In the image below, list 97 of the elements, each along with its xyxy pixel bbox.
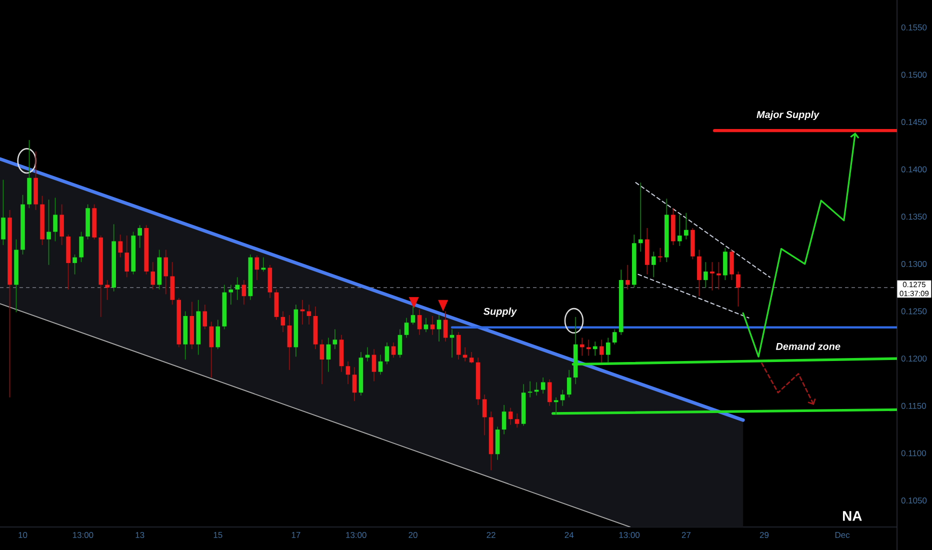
candlestick	[508, 407, 513, 426]
candlestick	[736, 271, 740, 307]
candlestick	[404, 317, 409, 338]
y-tick-label: 0.1100	[901, 450, 926, 456]
candlestick	[118, 234, 122, 258]
x-tick-label: 13:00	[346, 532, 366, 538]
candlestick	[547, 378, 552, 406]
x-tick-label: 13	[136, 532, 144, 538]
candlestick	[346, 360, 350, 385]
candlestick	[469, 352, 474, 364]
candlestick	[46, 199, 51, 266]
candlestick	[658, 247, 662, 263]
candlestick	[79, 231, 84, 263]
candlestick	[652, 251, 656, 278]
candlestick	[60, 204, 64, 246]
annotation: Demand zone	[776, 342, 840, 350]
candlestick	[716, 262, 721, 290]
y-tick-label: 0.1150	[901, 402, 926, 409]
candlestick	[684, 212, 688, 240]
candlestick	[150, 262, 155, 290]
candlestick	[599, 339, 604, 363]
candlestick	[592, 341, 598, 356]
candlestick	[704, 262, 708, 288]
candlestick	[502, 404, 506, 435]
candlestick	[228, 284, 234, 306]
x-tick-label: Dec	[835, 532, 850, 538]
x-tick-label: 20	[408, 532, 418, 538]
candlestick	[242, 280, 246, 306]
candlestick	[730, 249, 734, 281]
candlestick	[170, 262, 175, 306]
candlestick	[216, 319, 220, 350]
candlestick	[456, 332, 461, 360]
x-tick-label: 17	[292, 532, 300, 538]
annotation: NA	[843, 511, 862, 521]
candlestick	[72, 254, 77, 275]
candlestick	[384, 342, 390, 365]
candlestick	[482, 394, 487, 436]
candlestick	[164, 249, 168, 295]
x-tick-label: 22	[486, 532, 496, 538]
candlestick	[580, 337, 584, 356]
candlestick	[138, 224, 142, 248]
x-tick-label: 24	[564, 532, 574, 538]
candlestick	[372, 348, 376, 382]
candlestick	[417, 308, 422, 336]
candlestick	[560, 389, 565, 406]
x-tick-label: 15	[214, 532, 222, 538]
candlestick	[540, 377, 546, 394]
annotation: Supply	[484, 308, 518, 317]
y-tick-label: 0.1400	[901, 166, 927, 172]
y-tick-label: 0.1050	[901, 498, 927, 504]
candlestick	[124, 235, 129, 278]
candlestick	[398, 328, 402, 358]
candlestick	[697, 249, 702, 297]
candlestick	[320, 339, 324, 385]
x-tick-label: 27	[682, 532, 690, 538]
candlestick	[443, 310, 448, 342]
candlestick	[209, 321, 214, 378]
candlestick	[436, 314, 442, 342]
candlestick	[566, 369, 572, 398]
y-tick-label: 0.1250	[901, 308, 927, 314]
candlestick	[332, 328, 338, 350]
y-tick-label: 0.1350	[901, 214, 927, 220]
candlestick	[430, 316, 435, 336]
y-tick-label: 0.1450	[901, 119, 927, 126]
candlestick	[202, 304, 208, 330]
candlestick	[300, 299, 305, 325]
x-tick-label: 13:00	[619, 532, 640, 538]
y-tick-label: 0.1550	[901, 24, 927, 30]
candlestick	[586, 339, 591, 356]
candlestick	[1, 179, 6, 246]
candlestick	[391, 342, 396, 358]
candlestick	[254, 255, 260, 281]
candlestick	[678, 214, 682, 246]
candlestick	[514, 413, 520, 428]
candlestick	[450, 328, 454, 358]
candlestick	[326, 337, 331, 372]
candlestick	[280, 310, 286, 333]
y-tick-label: 0.1500	[901, 72, 927, 78]
candlestick	[410, 306, 416, 325]
candlestick	[710, 262, 714, 291]
candlestick	[378, 354, 383, 376]
y-tick-label: 0.1300	[901, 260, 927, 267]
candlestick	[424, 317, 428, 333]
x-tick-label: 13:00	[72, 532, 94, 538]
candlestick	[105, 280, 110, 300]
candlestick	[53, 197, 58, 242]
candlestick	[287, 314, 292, 370]
annotation: Major Supply	[756, 110, 820, 120]
x-tick-label: 10	[18, 532, 28, 538]
candlestick	[352, 366, 357, 402]
candlestick	[638, 182, 643, 252]
x-tick-label: 29	[760, 532, 769, 538]
candlestick	[625, 264, 630, 290]
candlestick	[528, 380, 532, 398]
candlestick	[723, 247, 728, 281]
y-tick-label: 0.1200	[901, 356, 927, 362]
candlestick	[612, 328, 617, 345]
